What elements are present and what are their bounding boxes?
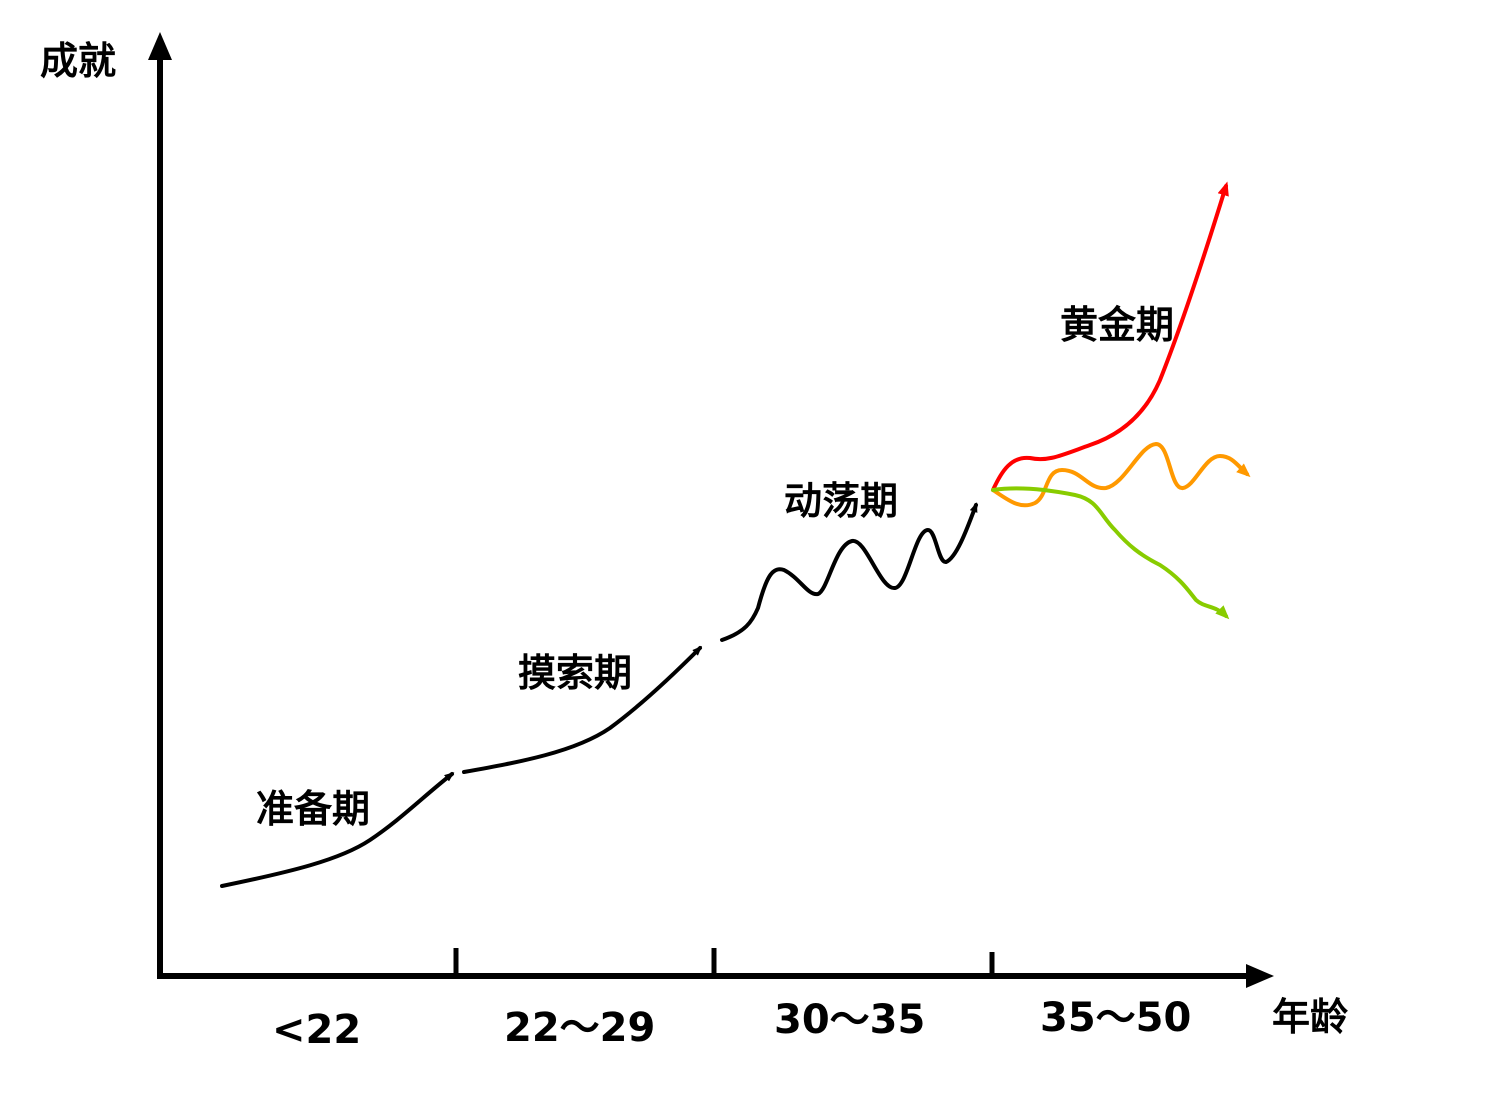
curve-exploration (462, 645, 703, 774)
growth-curves (220, 502, 978, 888)
age-range-4: 35～50 (1040, 995, 1192, 1041)
x-axis-arrowhead (1246, 964, 1274, 988)
golden-branches (991, 181, 1251, 620)
age-range-1: <22 (272, 1007, 362, 1053)
y-axis-label: 成就 (40, 39, 117, 83)
y-axis-arrowhead (148, 32, 172, 60)
age-range-3: 30～35 (774, 997, 926, 1043)
branch-up-red (991, 181, 1229, 492)
branch-down-green (991, 486, 1230, 620)
branch-flat-orange (991, 441, 1251, 508)
age-range-2: 22～29 (504, 1005, 656, 1051)
phase-label-preparation: 准备期 (256, 787, 371, 831)
phase-label-turbulence: 动荡期 (784, 479, 899, 523)
phase-label-exploration: 摸索期 (518, 651, 633, 695)
axes (148, 32, 1274, 988)
x-axis-label: 年龄 (1272, 995, 1349, 1039)
curve-preparation (220, 772, 455, 888)
phase-label-golden: 黄金期 (1060, 303, 1175, 347)
curve-turbulence (720, 502, 978, 642)
